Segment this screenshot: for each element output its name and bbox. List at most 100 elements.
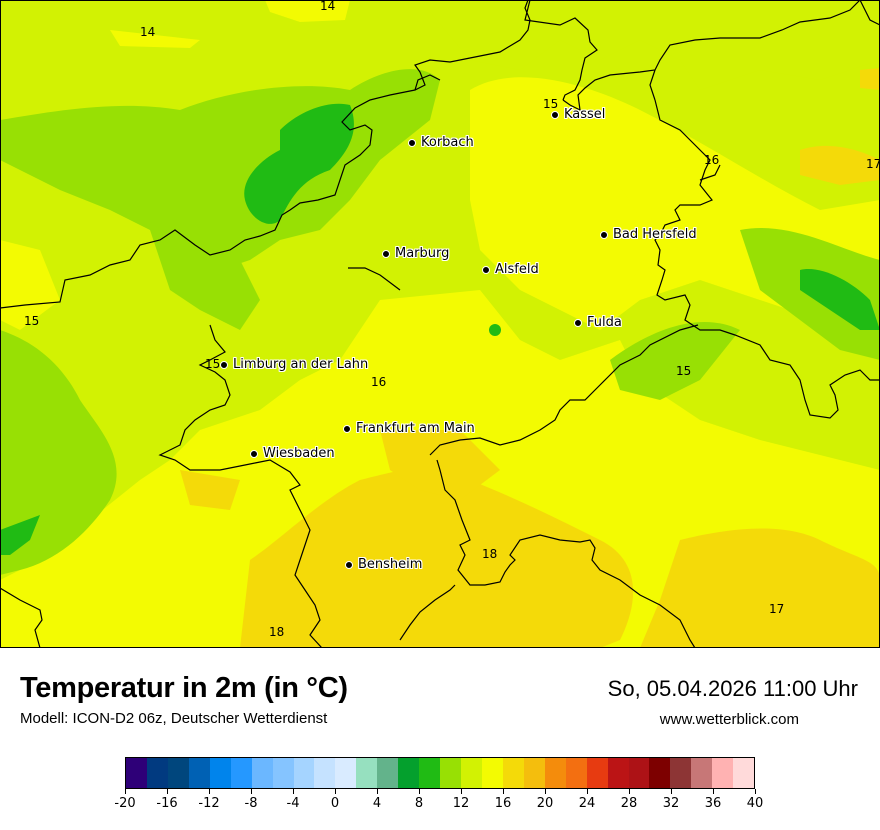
contour-label: 14 <box>140 25 156 39</box>
colorbar-segment <box>293 758 315 788</box>
colorbar-tick-label: -16 <box>156 796 178 811</box>
colorbar-segment <box>377 758 399 788</box>
contour-label: 15 <box>205 357 221 371</box>
colorbar-segment <box>481 758 503 788</box>
colorbar-tick-label: 0 <box>330 796 340 811</box>
city-name: Kassel <box>564 107 606 122</box>
city-wiesbaden: Wiesbaden <box>250 446 335 461</box>
city-marker-icon <box>220 360 228 369</box>
colorbar-tick-label: 4 <box>372 796 382 811</box>
colorbar-tick <box>335 789 336 794</box>
colorbar-tick <box>377 789 378 794</box>
colorbar-segment <box>209 758 231 788</box>
colorbar-segment <box>502 758 524 788</box>
colorbar-segment <box>523 758 545 788</box>
colorbar-segment <box>272 758 294 788</box>
colorbar-tick-label: 24 <box>578 796 596 811</box>
city-limburg: Limburg an der Lahn <box>220 357 368 372</box>
colorbar-tick <box>419 789 420 794</box>
city-name: Frankfurt am Main <box>356 421 475 436</box>
colorbar-segment <box>398 758 420 788</box>
city-name: Alsfeld <box>495 262 539 277</box>
city-frankfurt: Frankfurt am Main <box>343 421 475 436</box>
colorbar-tick <box>671 789 672 794</box>
colorbar-segment <box>691 758 713 788</box>
city-name: Limburg an der Lahn <box>233 357 369 372</box>
city-marker-icon <box>345 560 353 569</box>
city-marker-icon <box>600 230 608 239</box>
colorbar-segment <box>126 758 147 788</box>
colorbar-tick <box>713 789 714 794</box>
colorbar-tick-label: 20 <box>536 796 554 811</box>
colorbar-segment <box>628 758 650 788</box>
city-name: Bensheim <box>358 557 423 572</box>
colorbar-tick <box>293 789 294 794</box>
colorbar-segment <box>356 758 378 788</box>
colorbar-tick <box>629 789 630 794</box>
contour-label: 16 <box>704 153 720 167</box>
colorbar-segment <box>565 758 587 788</box>
city-name: Fulda <box>587 315 622 330</box>
colorbar-ticks: -20 -16 -12 -8 -4 0 4 8 12 16 20 24 28 32 36 40 <box>114 789 763 819</box>
contour-label: 15 <box>543 97 559 111</box>
city-bensheim: Bensheim <box>345 557 422 572</box>
city-korbach: Korbach <box>408 135 474 150</box>
colorbar-tick-label: 12 <box>452 796 470 811</box>
contour-label: 17 <box>769 602 785 616</box>
contour-label: 14 <box>320 0 336 13</box>
colorbar-segment <box>314 758 336 788</box>
contour-label: 18 <box>269 625 285 639</box>
colorbar-segment <box>146 758 168 788</box>
city-name: Bad Hersfeld <box>613 227 697 242</box>
city-marker-icon <box>343 424 351 433</box>
colorbar-tick <box>545 789 546 794</box>
colorbar-tick-label: 40 <box>746 796 764 811</box>
colorbar-tick-label: 8 <box>414 796 424 811</box>
city-name: Wiesbaden <box>263 446 335 461</box>
city-marker-icon <box>482 265 490 274</box>
colorbar-tick <box>587 789 588 794</box>
city-kassel: Kassel <box>551 107 605 122</box>
colorbar-segment <box>167 758 189 788</box>
temperature-map: 14 14 15 16 17 15 15 16 15 18 17 18 Kass… <box>0 0 880 648</box>
colorbar-tick <box>461 789 462 794</box>
colorbar-tick <box>503 789 504 794</box>
colorbar-segment <box>335 758 357 788</box>
city-name: Marburg <box>395 246 450 261</box>
colorbar-tick <box>209 789 210 794</box>
city-name: Korbach <box>421 135 474 150</box>
forecast-datetime: So, 05.04.2026 11:00 Uhr <box>607 676 858 701</box>
colorbar-segment <box>712 758 734 788</box>
contour-label: 15 <box>24 314 40 328</box>
city-marburg: Marburg <box>382 246 449 261</box>
colorbar-tick <box>251 789 252 794</box>
state-borders <box>0 0 880 648</box>
colorbar-tick-label: -8 <box>244 796 258 811</box>
colorbar-segment <box>670 758 692 788</box>
colorbar-segment <box>544 758 566 788</box>
city-marker-icon <box>382 249 390 258</box>
chart-title: Temperatur in 2m (in °C) <box>20 672 348 704</box>
colorbar-segment <box>733 758 755 788</box>
contour-label: 15 <box>676 364 692 378</box>
colorbar-segment <box>607 758 629 788</box>
colorbar-tick-label: 16 <box>494 796 512 811</box>
colorbar-segment <box>461 758 482 788</box>
city-marker-icon <box>574 318 582 327</box>
colorbar-tick-label: -12 <box>198 796 220 811</box>
city-bad-hersfeld: Bad Hersfeld <box>600 227 697 242</box>
model-subtitle: Modell: ICON-D2 06z, Deutscher Wetterdie… <box>20 710 328 727</box>
contour-label: 17 <box>866 157 880 171</box>
colorbar-tick-label: 32 <box>662 796 680 811</box>
city-fulda: Fulda <box>574 315 622 330</box>
colorbar-tick-label: -4 <box>286 796 300 811</box>
colorbar-segment <box>586 758 608 788</box>
colorbar-tick-label: -20 <box>114 796 136 811</box>
contour-label: 16 <box>371 375 387 389</box>
colorbar-segment <box>188 758 210 788</box>
colorbar-tick-label: 36 <box>704 796 722 811</box>
colorbar-segment <box>419 758 441 788</box>
temperature-field <box>0 0 880 648</box>
website-link[interactable]: www.wetterblick.com <box>659 711 799 728</box>
colorbar-segment <box>251 758 273 788</box>
